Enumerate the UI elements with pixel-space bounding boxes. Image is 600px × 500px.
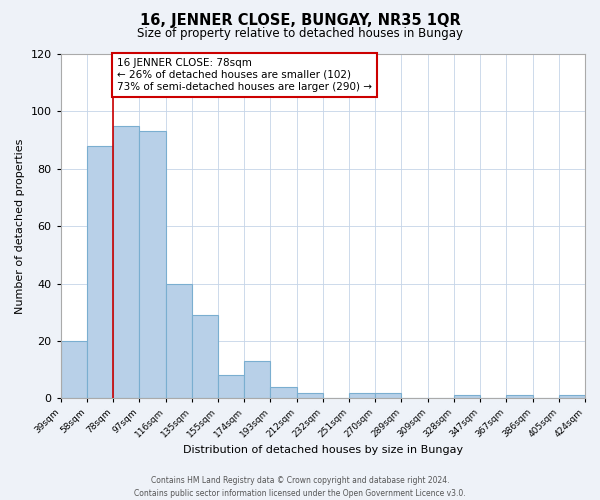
- Text: 16, JENNER CLOSE, BUNGAY, NR35 1QR: 16, JENNER CLOSE, BUNGAY, NR35 1QR: [140, 12, 460, 28]
- Bar: [375, 392, 401, 398]
- Bar: [454, 396, 480, 398]
- Text: 16 JENNER CLOSE: 78sqm
← 26% of detached houses are smaller (102)
73% of semi-de: 16 JENNER CLOSE: 78sqm ← 26% of detached…: [117, 58, 372, 92]
- Bar: [218, 376, 244, 398]
- Bar: [192, 315, 218, 398]
- Bar: [244, 361, 271, 399]
- Bar: [166, 284, 192, 399]
- Bar: [61, 341, 87, 398]
- Bar: [139, 132, 166, 398]
- Bar: [296, 392, 323, 398]
- Bar: [349, 392, 375, 398]
- Bar: [87, 146, 113, 399]
- Bar: [559, 396, 585, 398]
- Text: Size of property relative to detached houses in Bungay: Size of property relative to detached ho…: [137, 28, 463, 40]
- X-axis label: Distribution of detached houses by size in Bungay: Distribution of detached houses by size …: [183, 445, 463, 455]
- Text: Contains HM Land Registry data © Crown copyright and database right 2024.
Contai: Contains HM Land Registry data © Crown c…: [134, 476, 466, 498]
- Bar: [271, 387, 296, 398]
- Bar: [506, 396, 533, 398]
- Y-axis label: Number of detached properties: Number of detached properties: [15, 138, 25, 314]
- Bar: [113, 126, 139, 398]
